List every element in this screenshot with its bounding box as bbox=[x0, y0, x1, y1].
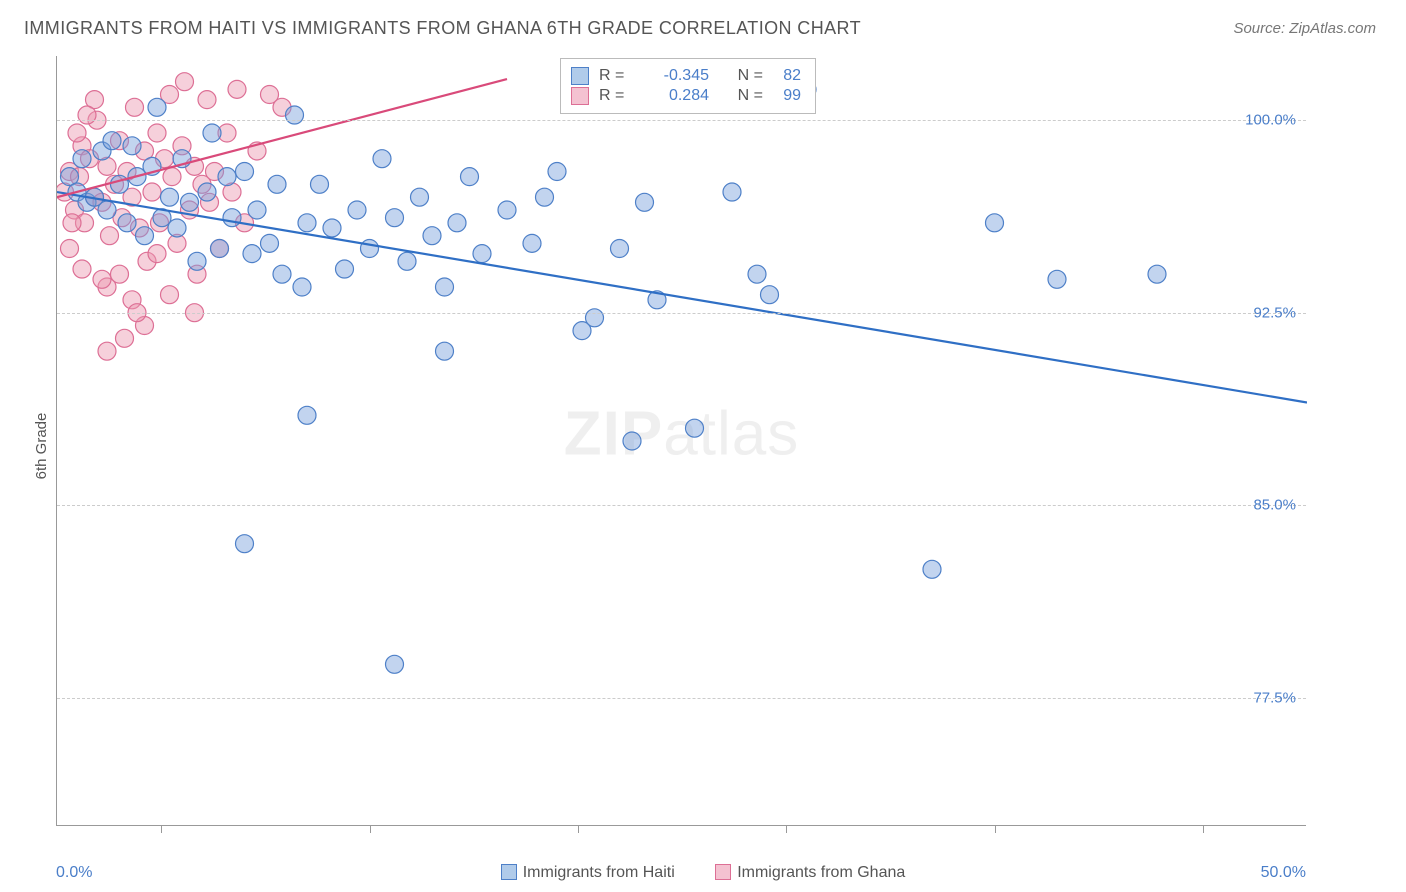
swatch-haiti bbox=[571, 67, 589, 85]
r-value-ghana: 0.284 bbox=[643, 87, 709, 105]
y-axis-label: 6th Grade bbox=[33, 413, 50, 480]
y-tick-label: 85.0% bbox=[1253, 497, 1296, 514]
y-tick-label: 92.5% bbox=[1253, 304, 1296, 321]
legend-row-ghana: R = 0.284 N = 99 bbox=[571, 87, 801, 105]
swatch-ghana-bottom bbox=[715, 864, 731, 880]
swatch-haiti-bottom bbox=[501, 864, 517, 880]
correlation-legend: R = -0.345 N = 82 R = 0.284 N = 99 bbox=[560, 58, 816, 114]
y-tick-label: 77.5% bbox=[1253, 689, 1296, 706]
chart-title: IMMIGRANTS FROM HAITI VS IMMIGRANTS FROM… bbox=[24, 18, 861, 39]
n-value-haiti: 82 bbox=[773, 67, 801, 85]
swatch-ghana bbox=[571, 87, 589, 105]
n-value-ghana: 99 bbox=[773, 87, 801, 105]
legend-item-haiti: Immigrants from Haiti bbox=[501, 864, 679, 881]
series-legend: Immigrants from Haiti Immigrants from Gh… bbox=[0, 864, 1406, 882]
source-attribution: Source: ZipAtlas.com bbox=[1233, 20, 1376, 37]
chart-container: IMMIGRANTS FROM HAITI VS IMMIGRANTS FROM… bbox=[0, 0, 1406, 892]
chart-svg bbox=[57, 56, 1307, 826]
legend-row-haiti: R = -0.345 N = 82 bbox=[571, 67, 801, 85]
plot-area: ZIPatlas 77.5%85.0%92.5%100.0% bbox=[56, 56, 1306, 826]
y-tick-label: 100.0% bbox=[1245, 112, 1296, 129]
r-value-haiti: -0.345 bbox=[643, 67, 709, 85]
legend-item-ghana: Immigrants from Ghana bbox=[715, 864, 905, 881]
